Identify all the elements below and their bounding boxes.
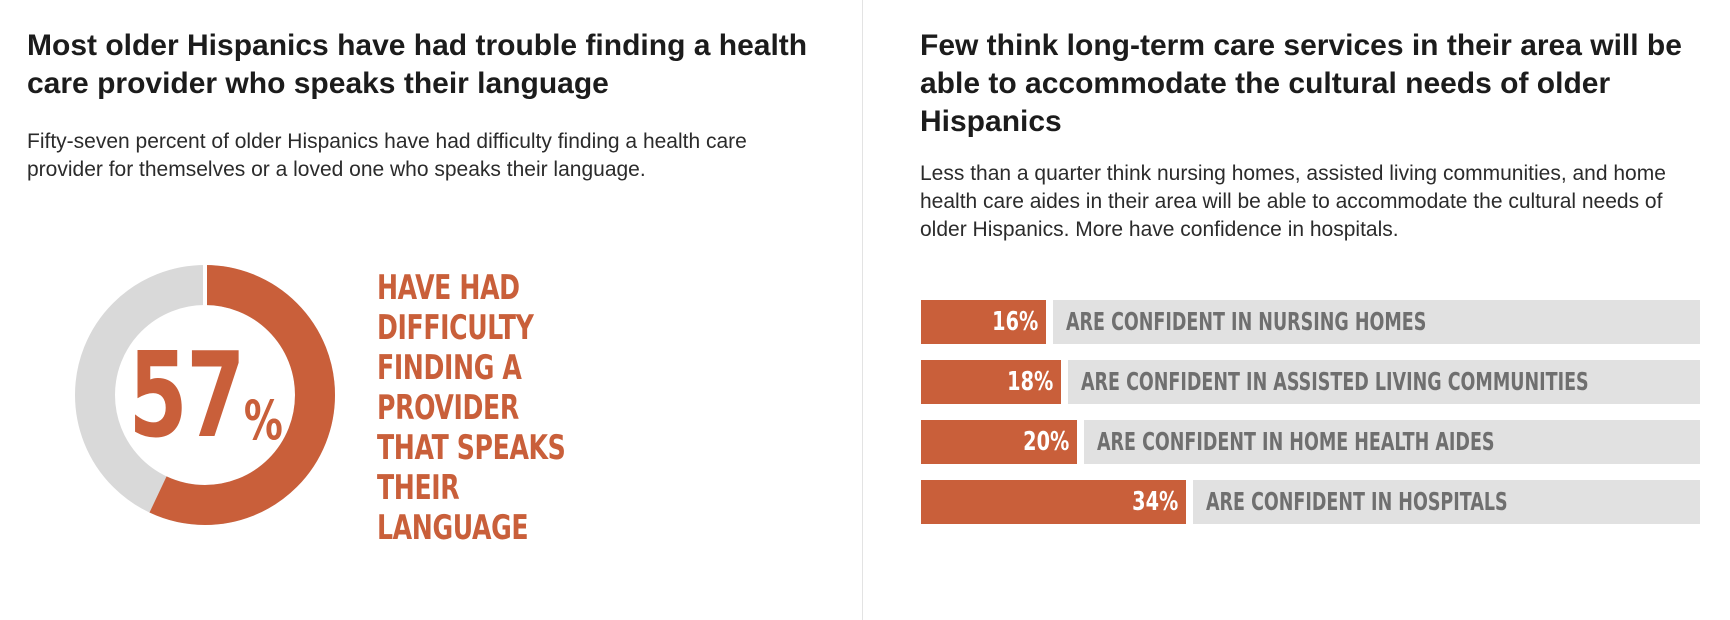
donut-percent-sign: % xyxy=(243,389,283,452)
donut-value-group: 57 % xyxy=(97,245,313,545)
left-subtitle: Fifty-seven percent of older Hispanics h… xyxy=(27,130,747,181)
panel-divider xyxy=(862,0,863,620)
bar-remainder xyxy=(1068,360,1700,404)
bar-value-label: 20% xyxy=(1022,427,1069,457)
bar-row: 18% ARE CONFIDENT IN ASSISTED LIVING COMM… xyxy=(921,360,1700,404)
bar-fill xyxy=(921,420,1077,464)
bar-fill xyxy=(921,480,1186,524)
donut-svg xyxy=(75,264,335,525)
bar-category-label: ARE CONFIDENT IN ASSISTED LIVING COMMUNI… xyxy=(1081,367,1589,396)
donut-value: 57 xyxy=(128,326,246,464)
right-subtitle: Less than a quarter think nursing homes,… xyxy=(920,162,1666,241)
left-panel: Most older Hispanics have had trouble fi… xyxy=(0,0,862,620)
bar-category-label: ARE CONFIDENT IN HOSPITALS xyxy=(1206,487,1508,516)
bar-category-label: ARE CONFIDENT IN HOME HEALTH AIDES xyxy=(1097,427,1495,456)
bar-remainder xyxy=(1193,480,1700,524)
bar-fill xyxy=(921,300,1046,344)
right-panel: Few think long-term care services in the… xyxy=(863,0,1730,620)
bar-value-label: 34% xyxy=(1131,487,1178,517)
bar-remainder xyxy=(1053,300,1700,344)
bar-row: 20% ARE CONFIDENT IN HOME HEALTH AIDES xyxy=(921,420,1700,464)
donut-label: HAVE HAD DIFFICULTY FINDING A PROVIDER T… xyxy=(377,268,566,548)
bar-value-label: 16% xyxy=(991,307,1038,337)
bar-remainder xyxy=(1084,420,1700,464)
donut-gap xyxy=(203,264,207,306)
bar-row: 34% ARE CONFIDENT IN HOSPITALS xyxy=(921,480,1700,524)
bar-value-label: 18% xyxy=(1006,367,1053,397)
right-title: Few think long-term care services in the… xyxy=(920,29,1682,138)
left-title: Most older Hispanics have had trouble fi… xyxy=(27,29,808,100)
bar-category-label: ARE CONFIDENT IN NURSING HOMES xyxy=(1066,307,1427,336)
bar-fill xyxy=(921,360,1061,404)
donut-chart: 57 % xyxy=(55,245,355,545)
bar-row: 16% ARE CONFIDENT IN NURSING HOMES xyxy=(921,300,1700,344)
